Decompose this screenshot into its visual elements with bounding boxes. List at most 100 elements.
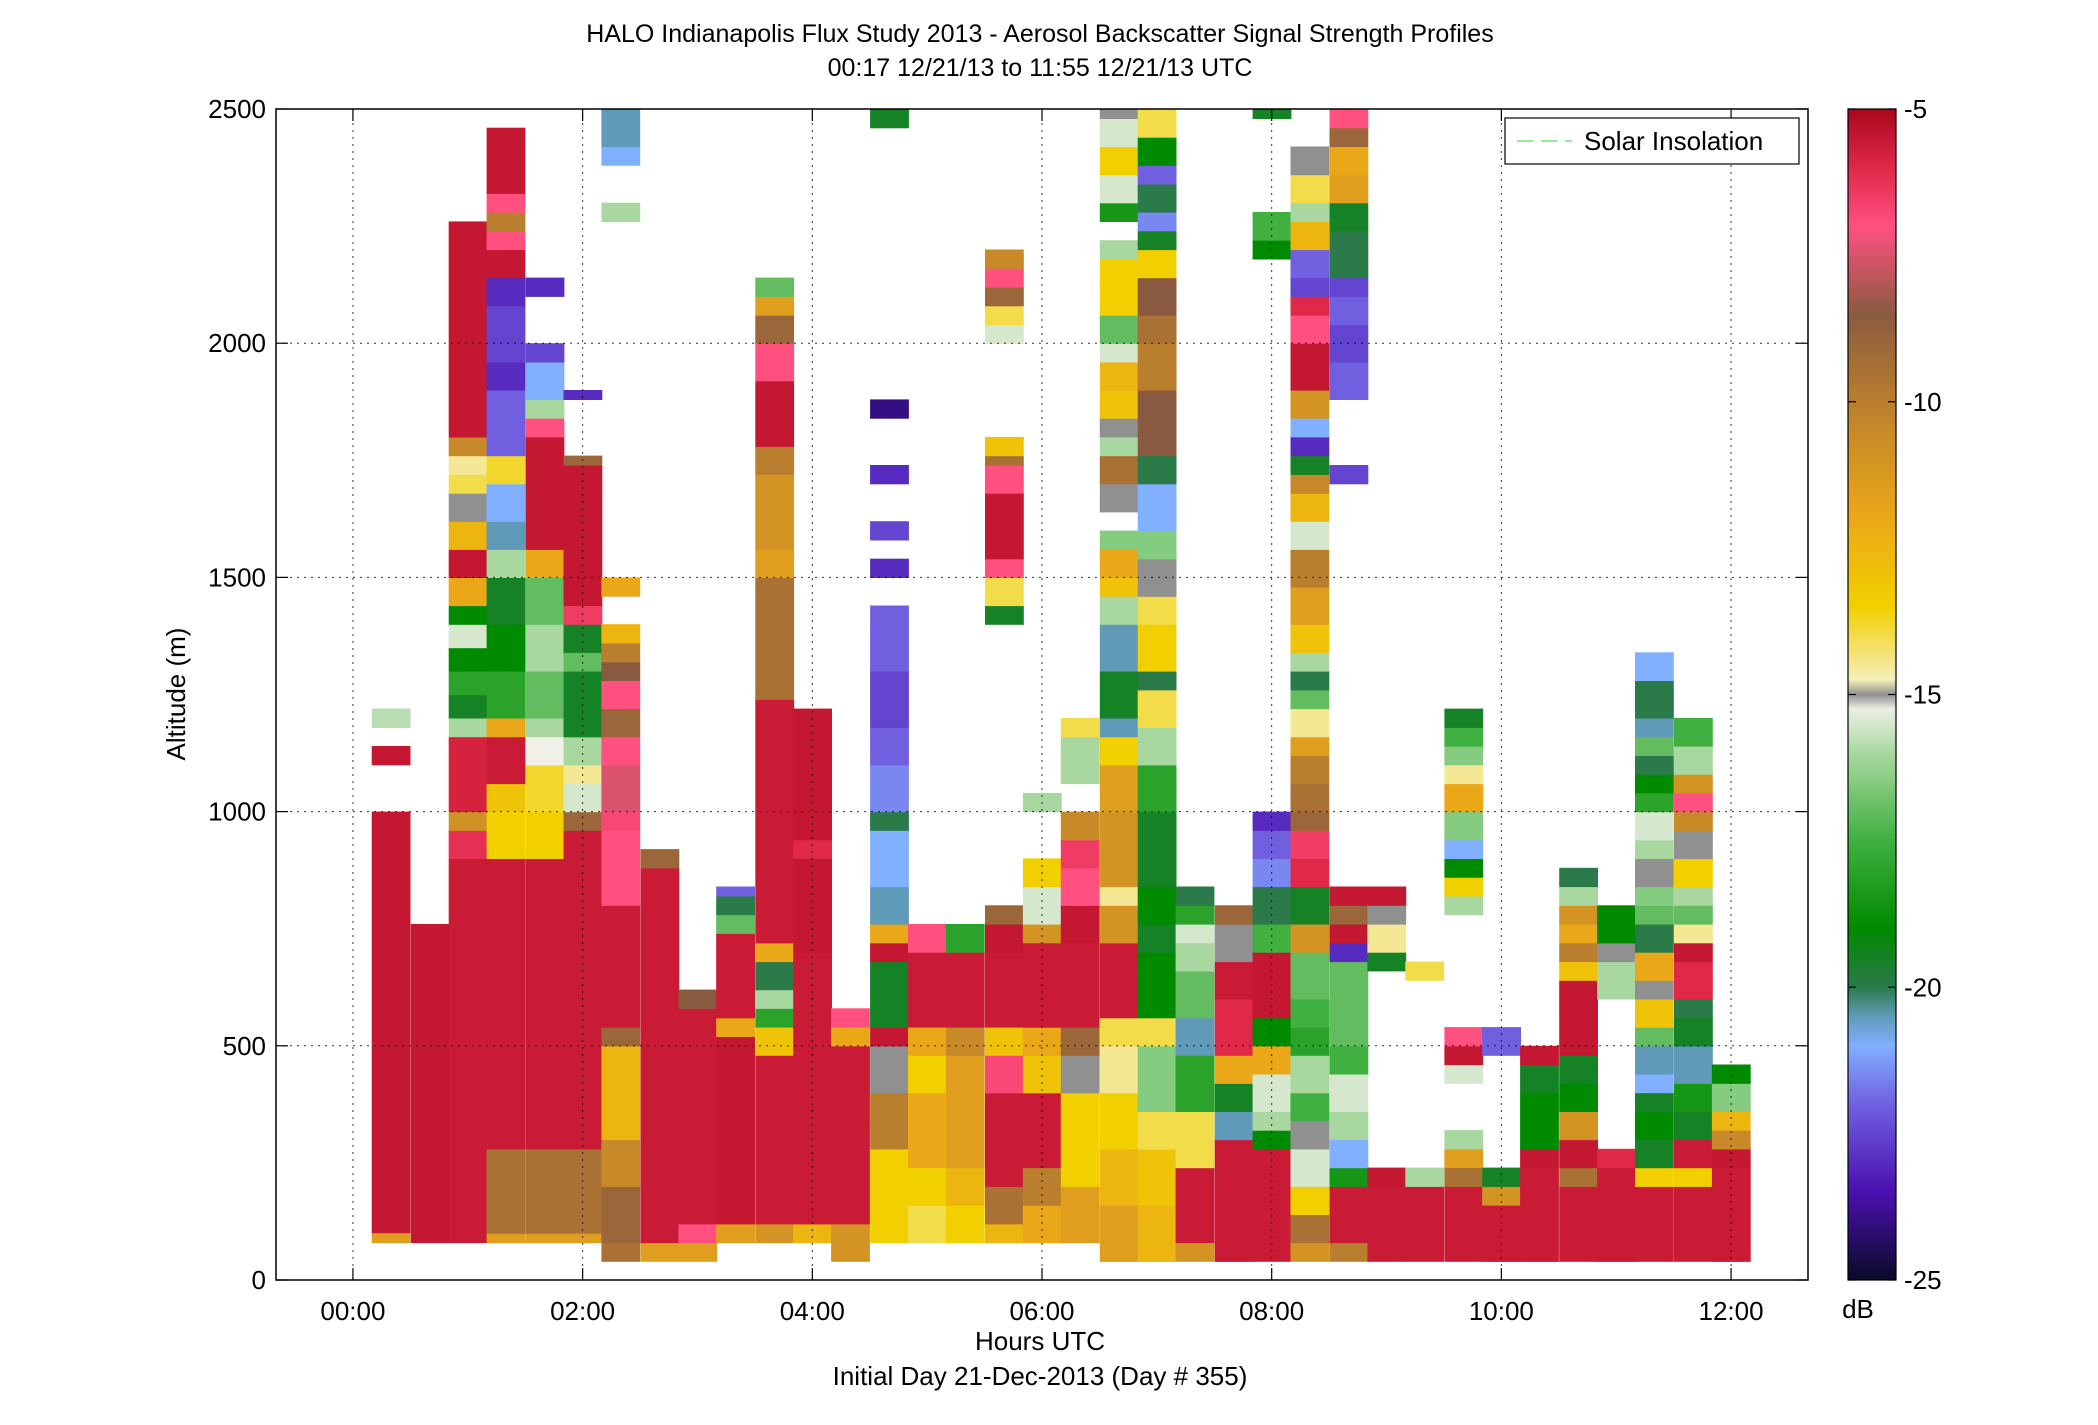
heatmap-cell: [1635, 811, 1674, 841]
heatmap-cell: [486, 305, 526, 363]
heatmap-cell: [1329, 1242, 1369, 1262]
heatmap-cell: [985, 577, 1024, 607]
heatmap-cell: [1290, 1186, 1330, 1215]
heatmap-cell: [448, 624, 488, 649]
heatmap-cell: [1559, 924, 1598, 944]
heatmap-cell: [793, 764, 832, 822]
heatmap-cell: [1137, 1111, 1177, 1150]
heatmap-cell: [371, 1233, 411, 1244]
heatmap-cell: [448, 521, 488, 550]
heatmap-cell: [793, 708, 832, 766]
heatmap-cell: [985, 324, 1024, 344]
heatmap-cell: [1099, 174, 1139, 204]
heatmap-cell: [1137, 671, 1177, 691]
heatmap-cell: [1060, 867, 1100, 906]
heatmap-cell: [1252, 1045, 1292, 1075]
heatmap-cell: [1137, 455, 1177, 485]
heatmap-cell: [1060, 811, 1100, 841]
heatmap-cell: [870, 1045, 909, 1094]
heatmap-cell: [1329, 174, 1369, 204]
heatmap-cell: [1290, 783, 1330, 813]
heatmap-cell: [1444, 1064, 1484, 1084]
heatmap-cell: [525, 343, 565, 363]
heatmap-cell: [486, 1148, 526, 1234]
heatmap-cell: [1482, 1205, 1521, 1262]
y-tick-label: 0: [252, 1265, 266, 1295]
heatmap-cell: [1674, 942, 1713, 963]
heatmap-cell: [716, 914, 755, 934]
x-axis-sublabel: Initial Day 21-Dec-2013 (Day # 355): [833, 1361, 1248, 1391]
heatmap-cell: [1674, 1083, 1713, 1112]
heatmap-cell: [1214, 961, 1254, 1000]
heatmap-cell: [1444, 1130, 1484, 1150]
heatmap-cell: [1099, 596, 1139, 625]
heatmap-cell: [1214, 1083, 1254, 1112]
heatmap-cell: [985, 1055, 1024, 1094]
heatmap-cell: [793, 1223, 832, 1244]
heatmap-cell: [1290, 343, 1330, 391]
heatmap-cell: [1137, 1148, 1177, 1206]
heatmap-cell: [831, 1045, 870, 1225]
heatmap-cell: [985, 305, 1024, 325]
heatmap-cell: [1635, 736, 1674, 756]
heatmap-cell: [525, 717, 565, 738]
heatmap-cell: [1137, 343, 1177, 391]
heatmap-cell: [448, 577, 488, 607]
heatmap-cell: [563, 1233, 603, 1244]
heatmap-cell: [1214, 999, 1254, 1056]
heatmap-cell: [1290, 521, 1330, 550]
heatmap-cell: [985, 1092, 1024, 1187]
x-tick-label: 00:00: [320, 1296, 385, 1326]
y-axis-label: Altitude (m): [161, 628, 191, 761]
heatmap-cell: [1099, 1092, 1139, 1150]
heatmap-cell: [755, 277, 795, 297]
legend-box: Solar Insolation: [1504, 117, 1800, 165]
heatmap-cell: [1175, 970, 1215, 1019]
heatmap-cell: [486, 361, 526, 391]
heatmap-cell: [1674, 1045, 1713, 1084]
heatmap-cell: [371, 811, 411, 1234]
heatmap-cell: [1405, 961, 1445, 981]
heatmap-cell: [1674, 1167, 1713, 1187]
colorbar-ticks: -5 -10 -15 -20 -25: [1848, 94, 1942, 1295]
colorbar-tick-label: -15: [1904, 680, 1942, 710]
heatmap-cell: [870, 1027, 909, 1047]
heatmap-cell: [908, 1055, 947, 1094]
heatmap-cell: [1635, 1073, 1674, 1094]
heatmap-cell: [1444, 764, 1484, 785]
heatmap-cell: [1290, 146, 1330, 176]
heatmap-cell: [448, 647, 488, 672]
heatmap-cell: [1520, 1167, 1559, 1262]
heatmap-cell: [525, 277, 565, 297]
heatmap-cell: [1711, 1064, 1751, 1084]
heatmap-cell: [1137, 390, 1177, 457]
heatmap-cell: [1060, 717, 1100, 738]
heatmap-cell: [563, 605, 603, 625]
heatmap-cell: [1290, 858, 1330, 888]
heatmap-cell: [945, 1167, 985, 1206]
heatmap-cell: [793, 952, 832, 1225]
heatmap-cell: [1482, 1167, 1521, 1187]
heatmap-cell: [1367, 1186, 1407, 1262]
heatmap-cell: [486, 127, 526, 194]
heatmap-cell: [448, 474, 488, 494]
heatmap-cell: [985, 905, 1024, 925]
heatmap-cell: [1290, 455, 1330, 475]
heatmap-cell: [985, 493, 1024, 560]
heatmap-cell: [1520, 1064, 1559, 1094]
colorbar-tick-label: -25: [1904, 1265, 1942, 1295]
y-tick-label: 2500: [208, 94, 266, 124]
heatmap-cell: [1099, 109, 1139, 119]
heatmap-cell: [1635, 1045, 1674, 1075]
heatmap-cell: [601, 736, 641, 766]
heatmap-cell: [1060, 1186, 1100, 1244]
heatmap-cell: [831, 1008, 870, 1028]
heatmap-cell: [716, 886, 755, 897]
heatmap-cell: [1444, 1027, 1484, 1047]
heatmap-cell: [486, 549, 526, 578]
heatmap-cell: [985, 1223, 1024, 1244]
heatmap-cell: [1635, 1111, 1674, 1141]
heatmap-cell: [1290, 249, 1330, 279]
heatmap-cell: [1099, 577, 1139, 597]
heatmap-cell: [1635, 1027, 1674, 1047]
